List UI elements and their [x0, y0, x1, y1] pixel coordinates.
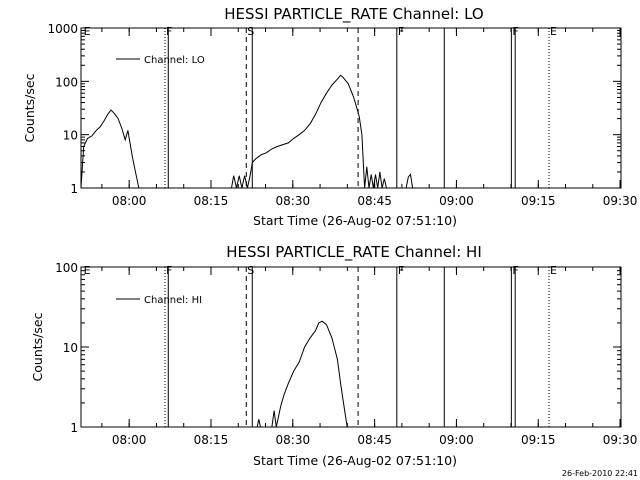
- x-tick-label-hi: 09:00: [439, 433, 474, 447]
- x-tick-label-lo: 08:30: [276, 194, 311, 208]
- event-marker-label-hi: F: [398, 264, 404, 277]
- event-markers-lo: EFSFFE: [84, 25, 557, 188]
- event-marker-label-hi: F: [166, 264, 172, 277]
- event-marker-label-lo: S: [247, 25, 254, 38]
- data-series-lo: [405, 173, 414, 189]
- plot-frame-hi: [80, 266, 622, 428]
- legend-label-hi: Channel: HI: [144, 295, 202, 306]
- event-markers-hi: EFSFFE: [84, 264, 557, 427]
- legend-label-lo: Channel: LO: [144, 55, 205, 66]
- x-tick-label-lo: 08:45: [357, 194, 392, 208]
- event-marker-label-lo: F: [398, 25, 404, 38]
- event-marker-label-hi: E: [550, 264, 557, 277]
- x-tick-label-hi: 08:30: [276, 433, 311, 447]
- y-tick-label-lo: 10: [63, 129, 78, 143]
- y-tick-label-hi: 100: [55, 261, 78, 275]
- y-tick-label-hi: 10: [63, 341, 78, 355]
- data-series-hi: [269, 320, 348, 428]
- data-series-lo: [80, 109, 141, 189]
- x-tick-label-hi: 09:30: [603, 433, 638, 447]
- y-tick-label-lo: 1: [70, 182, 78, 196]
- axis-ticks-lo: 1 10 100 1000 08:00 08:15 08:30 08:45 09:00 09:15…: [47, 22, 637, 208]
- legend-lo: Channel: LO: [116, 55, 205, 66]
- y-axis-label-hi: Counts/sec: [30, 312, 45, 381]
- y-tick-label-hi: 1: [70, 421, 78, 435]
- x-tick-label-lo: 08:15: [194, 194, 229, 208]
- x-tick-label-hi: 09:15: [521, 433, 556, 447]
- x-tick-label-lo: 09:15: [521, 194, 556, 208]
- event-marker-label-lo: F: [166, 25, 172, 38]
- data-series-lo: [231, 74, 363, 189]
- legend-hi: Channel: HI: [116, 295, 202, 306]
- y-axis-label-lo: Counts/sec: [22, 73, 37, 142]
- chart-title-lo: HESSI PARTICLE_RATE Channel: LO: [224, 5, 483, 24]
- chart-title-hi: HESSI PARTICLE_RATE Channel: HI: [226, 243, 482, 262]
- x-tick-label-lo: 09:30: [603, 194, 638, 208]
- event-marker-label-hi: S: [247, 264, 254, 277]
- x-axis-label-hi: Start Time (26-Aug-02 07:51:10): [253, 453, 457, 468]
- x-tick-label-lo: 09:00: [439, 194, 474, 208]
- series-hi: [256, 320, 348, 428]
- event-marker-label-lo: E: [84, 25, 91, 38]
- y-tick-label-lo: 100: [55, 75, 78, 89]
- panel-lo: HESSI PARTICLE_RATE Channel: LO EFSFFE 1…: [22, 5, 637, 228]
- event-marker-label-lo: E: [550, 25, 557, 38]
- y-tick-label-lo: 1000: [47, 22, 78, 36]
- data-series-hi: [256, 419, 261, 428]
- panel-hi: HESSI PARTICLE_RATE Channel: HI EFSFFE 1…: [30, 243, 637, 468]
- x-axis-label-lo: Start Time (26-Aug-02 07:51:10): [253, 213, 457, 228]
- x-tick-label-lo: 08:00: [112, 194, 147, 208]
- footer-date: 26-Feb-2010 22:41: [562, 469, 638, 478]
- x-tick-label-hi: 08:15: [194, 433, 229, 447]
- axis-ticks-hi: 1 10 100 08:00 08:15 08:30 08:45 09:00 09:15 09:3…: [55, 261, 637, 447]
- plot-frame-lo: [80, 27, 622, 189]
- x-tick-label-hi: 08:45: [357, 433, 392, 447]
- x-tick-label-hi: 08:00: [112, 433, 147, 447]
- data-series-lo: [361, 134, 387, 189]
- event-marker-label-hi: E: [84, 264, 91, 277]
